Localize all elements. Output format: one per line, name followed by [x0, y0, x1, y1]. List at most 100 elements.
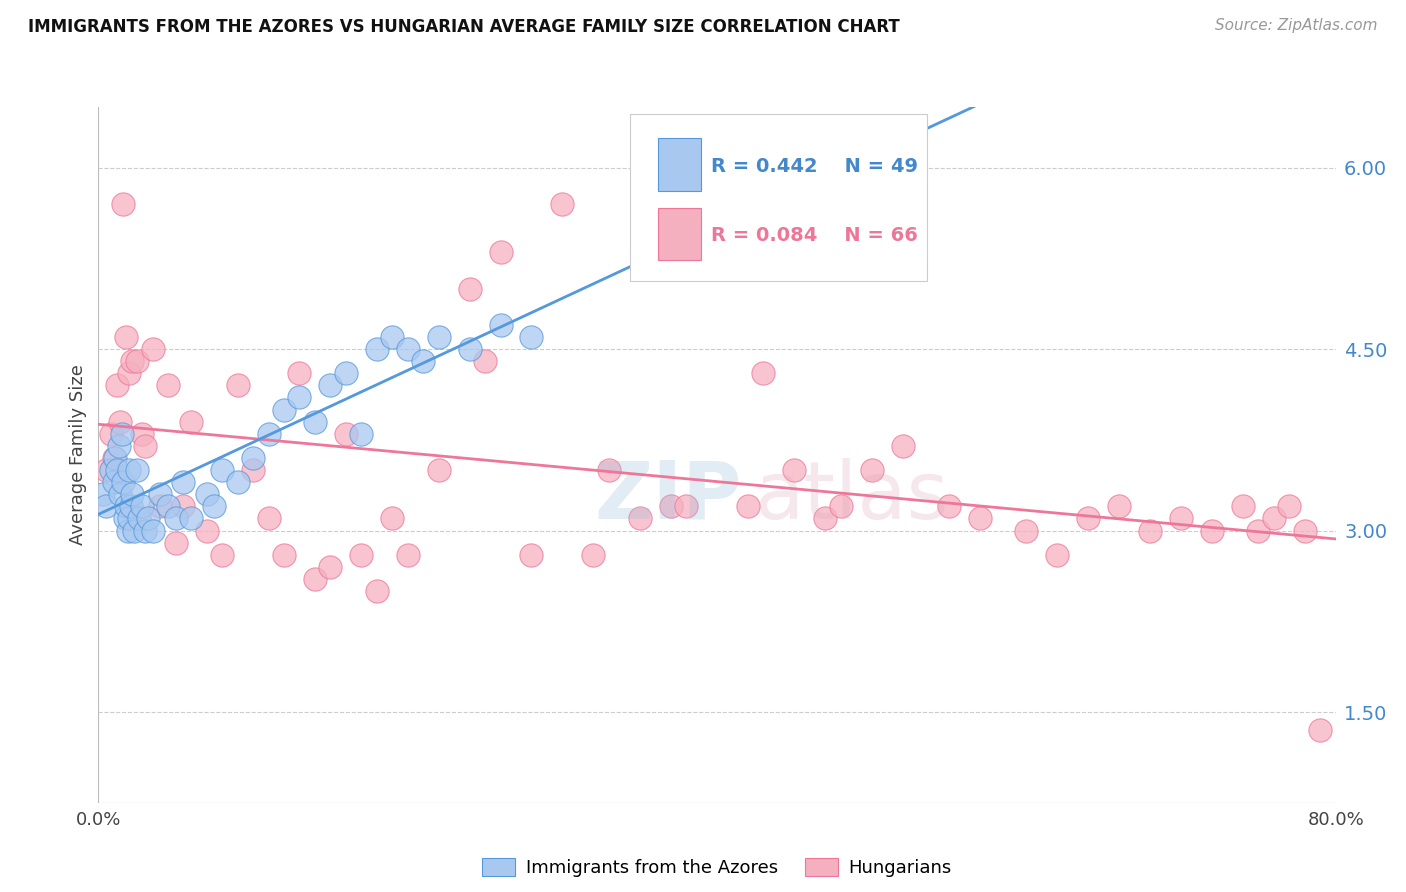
Point	[1015, 524, 1038, 538]
Point	[111, 426, 134, 441]
Text: atlas: atlas	[754, 458, 949, 536]
Point	[103, 450, 125, 465]
Point	[149, 487, 172, 501]
Point	[520, 548, 543, 562]
Point	[91, 487, 114, 501]
Point	[891, 439, 914, 453]
Point	[675, 500, 697, 514]
Point	[128, 511, 150, 525]
Point	[173, 475, 195, 490]
Point	[830, 500, 852, 514]
Point	[737, 500, 759, 514]
Point	[288, 391, 311, 405]
Point	[142, 342, 165, 356]
Point	[257, 426, 280, 441]
Point	[107, 439, 129, 453]
Point	[131, 500, 153, 514]
Point	[117, 524, 139, 538]
Point	[115, 330, 138, 344]
Point	[1201, 524, 1223, 538]
Point	[131, 426, 153, 441]
Point	[598, 463, 620, 477]
Point	[319, 559, 342, 574]
Point	[304, 572, 326, 586]
Point	[103, 475, 125, 490]
Point	[112, 197, 135, 211]
Point	[814, 511, 837, 525]
Text: IMMIGRANTS FROM THE AZORES VS HUNGARIAN AVERAGE FAMILY SIZE CORRELATION CHART: IMMIGRANTS FROM THE AZORES VS HUNGARIAN …	[28, 18, 900, 36]
Point	[121, 354, 143, 368]
Point	[1046, 548, 1069, 562]
Point	[121, 487, 143, 501]
Point	[366, 342, 388, 356]
Point	[969, 511, 991, 525]
Point	[752, 366, 775, 380]
Point	[149, 500, 172, 514]
Point	[1108, 500, 1130, 514]
Point	[211, 463, 233, 477]
Point	[134, 439, 156, 453]
Point	[273, 402, 295, 417]
Point	[474, 354, 496, 368]
Point	[204, 500, 226, 514]
Point	[489, 245, 512, 260]
Point	[157, 500, 180, 514]
Point	[551, 197, 574, 211]
Point	[288, 366, 311, 380]
Point	[242, 450, 264, 465]
Point	[1247, 524, 1270, 538]
Point	[180, 415, 202, 429]
Point	[427, 330, 450, 344]
Point	[100, 463, 122, 477]
Point	[157, 378, 180, 392]
Point	[122, 524, 145, 538]
Point	[783, 463, 806, 477]
Point	[226, 378, 249, 392]
Point	[165, 511, 187, 525]
Point	[96, 500, 118, 514]
Point	[1077, 511, 1099, 525]
Point	[105, 463, 128, 477]
Point	[628, 511, 651, 525]
Point	[1294, 524, 1316, 538]
Point	[1263, 511, 1285, 525]
Point	[173, 500, 195, 514]
Point	[195, 524, 218, 538]
Point	[195, 487, 218, 501]
Point	[120, 500, 142, 514]
Point	[108, 415, 131, 429]
Point	[136, 511, 159, 525]
Point	[273, 548, 295, 562]
Point	[427, 463, 450, 477]
Point	[335, 366, 357, 380]
Point	[412, 354, 434, 368]
Point	[1170, 511, 1192, 525]
Point	[104, 450, 127, 465]
Point	[458, 281, 481, 295]
Point	[458, 342, 481, 356]
Point	[118, 366, 141, 380]
Point	[211, 548, 233, 562]
Point	[165, 535, 187, 549]
Point	[257, 511, 280, 525]
Point	[1278, 500, 1301, 514]
Point	[100, 426, 122, 441]
Point	[335, 426, 357, 441]
Text: Source: ZipAtlas.com: Source: ZipAtlas.com	[1215, 18, 1378, 33]
Point	[938, 500, 960, 514]
Legend: Immigrants from the Azores, Hungarians: Immigrants from the Azores, Hungarians	[475, 851, 959, 884]
Point	[108, 487, 131, 501]
Point	[118, 511, 141, 525]
Y-axis label: Average Family Size: Average Family Size	[69, 365, 87, 545]
Point	[127, 463, 149, 477]
Text: ZIP: ZIP	[595, 458, 742, 536]
Point	[112, 475, 135, 490]
Point	[226, 475, 249, 490]
Point	[142, 524, 165, 538]
Point	[242, 463, 264, 477]
Point	[381, 511, 404, 525]
Point	[96, 463, 118, 477]
Point	[659, 500, 682, 514]
Point	[582, 548, 605, 562]
FancyBboxPatch shape	[658, 208, 702, 260]
